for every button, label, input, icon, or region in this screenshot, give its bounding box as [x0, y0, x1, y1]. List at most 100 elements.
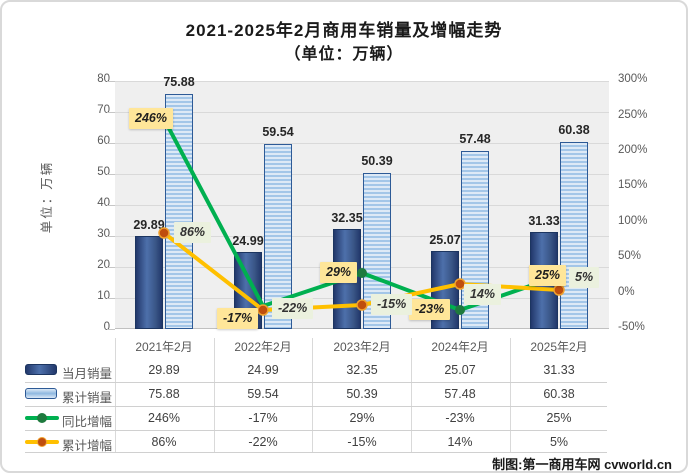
- gridline: [115, 112, 609, 113]
- y-tick: 10: [97, 290, 110, 302]
- x-axis-line: [115, 328, 609, 329]
- row-separator: [25, 382, 607, 383]
- y2-tick: 250%: [618, 109, 648, 121]
- y-tick-mark: [107, 267, 115, 268]
- y-tick-mark: [107, 236, 115, 237]
- cumulative-callout: 5%: [569, 267, 600, 288]
- legend-label-cumulative-sales: 累计销量: [62, 391, 113, 405]
- table-cell: 25%: [546, 411, 572, 425]
- bar-value-label: 25.07: [429, 233, 461, 247]
- y2-tick: 100%: [618, 215, 648, 227]
- yoy-callout: -23%: [409, 299, 451, 320]
- table-cell: 50.39: [346, 387, 378, 401]
- table-cell: -15%: [347, 435, 377, 449]
- table-cell: -23%: [445, 411, 475, 425]
- column-separator: [411, 338, 412, 452]
- column-separator: [312, 338, 313, 452]
- x-label-2025: 2025年2月: [530, 340, 588, 354]
- table-cell: 31.33: [543, 363, 575, 377]
- table-cell: 246%: [148, 411, 180, 425]
- legend-label-yoy-growth: 同比增幅: [62, 415, 113, 429]
- x-label-2021: 2021年2月: [135, 340, 193, 354]
- table-cell: -22%: [248, 435, 278, 449]
- y-tick-mark: [107, 205, 115, 206]
- y-tick: 70: [97, 104, 110, 116]
- column-separator: [214, 338, 215, 452]
- table-cell: -17%: [248, 411, 278, 425]
- y-tick: 80: [97, 73, 110, 85]
- y-tick-mark: [107, 143, 115, 144]
- row-separator: [25, 430, 607, 431]
- row-separator: [25, 452, 607, 453]
- cumulative-callout: 14%: [464, 284, 502, 305]
- chart-subtitle: （单位：万辆）: [284, 46, 404, 63]
- table-cell: 5%: [549, 435, 569, 449]
- table-cell: 57.48: [444, 387, 476, 401]
- y2-tick: 50%: [618, 250, 642, 262]
- bar-value-label: 75.88: [163, 75, 195, 89]
- x-label-2023: 2023年2月: [333, 340, 391, 354]
- column-separator: [510, 338, 511, 452]
- yoy-callout: 246%: [129, 108, 173, 129]
- table-cell: 24.99: [247, 363, 279, 377]
- bar-value-label: 60.38: [558, 123, 590, 137]
- y-tick: 50: [97, 166, 110, 178]
- bar-value-label: 24.99: [232, 234, 264, 248]
- legend-label-monthly-sales: 当月销量: [62, 367, 113, 381]
- column-separator: [115, 338, 116, 452]
- x-label-2022: 2022年2月: [234, 340, 292, 354]
- bar-value-label: 29.89: [133, 218, 165, 232]
- bar-monthly-2021: [135, 236, 163, 329]
- cumulative-callout: 86%: [174, 222, 212, 243]
- legend-dot-yoy: [37, 413, 47, 423]
- table-cell: 14%: [447, 435, 473, 449]
- table-cell: 60.38: [543, 387, 575, 401]
- table-cell: 29.89: [148, 363, 180, 377]
- bar-value-label: 59.54: [262, 125, 294, 139]
- plot-area: [115, 81, 609, 329]
- bar-value-label: 31.33: [528, 214, 560, 228]
- legend-swatch-monthly-sales: [25, 364, 57, 375]
- y2-tick: 300%: [618, 73, 648, 85]
- y-tick-mark: [107, 298, 115, 299]
- y-tick: 30: [97, 228, 110, 240]
- legend-swatch-cumulative-sales: [25, 388, 57, 399]
- legend-dot-cumulative: [37, 437, 47, 447]
- y-tick-mark: [107, 174, 115, 175]
- bar-cumulative-2025: [560, 142, 588, 329]
- cumulative-callout: -22%: [272, 298, 314, 319]
- bar-value-label: 50.39: [361, 154, 393, 168]
- y-tick-mark: [107, 81, 115, 82]
- cumulative-callout: -15%: [371, 294, 413, 315]
- y2-tick: -50%: [618, 321, 645, 333]
- y-tick: 40: [97, 197, 110, 209]
- gridline: [115, 81, 609, 82]
- y-axis-title: 单位：万辆: [40, 160, 54, 234]
- y-tick: 20: [97, 259, 110, 271]
- legend-label-cumulative-growth: 累计增幅: [62, 439, 113, 453]
- table-cell: 32.35: [346, 363, 378, 377]
- x-label-2024: 2024年2月: [431, 340, 489, 354]
- y-tick-mark: [107, 112, 115, 113]
- y2-tick: 0%: [618, 286, 635, 298]
- yoy-callout: 29%: [320, 262, 358, 283]
- bar-value-label: 32.35: [331, 211, 363, 225]
- y2-tick: 150%: [618, 179, 648, 191]
- y-tick: 60: [97, 135, 110, 147]
- row-separator: [25, 406, 607, 407]
- yoy-callout: 25%: [529, 265, 567, 286]
- chart-title: 2021-2025年2月商用车销量及增幅走势: [185, 21, 503, 40]
- bar-cumulative-2021: [165, 94, 193, 329]
- y2-tick: 200%: [618, 144, 648, 156]
- credit-text: 制图:第一商用车网 cvworld.cn: [492, 457, 672, 472]
- y-tick-mark: [107, 329, 115, 330]
- table-cell: 59.54: [247, 387, 279, 401]
- bar-value-label: 57.48: [459, 132, 491, 146]
- table-cell: 86%: [151, 435, 177, 449]
- y-tick: 0: [103, 321, 110, 333]
- table-cell: 75.88: [148, 387, 180, 401]
- yoy-callout: -17%: [217, 308, 259, 329]
- table-cell: 25.07: [444, 363, 476, 377]
- table-cell: 29%: [349, 411, 375, 425]
